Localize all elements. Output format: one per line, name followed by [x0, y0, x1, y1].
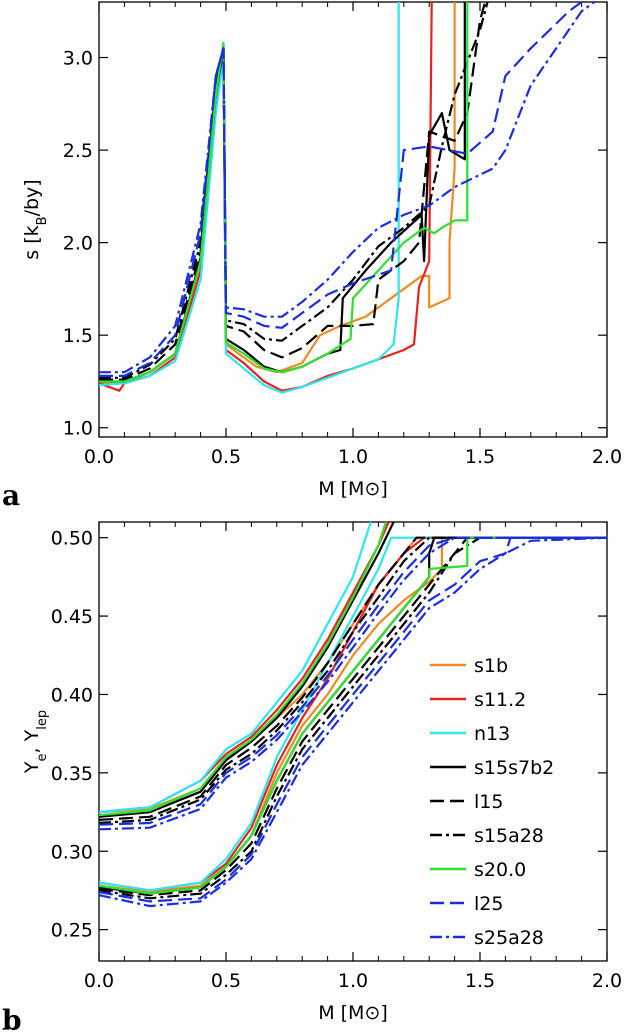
legend-label-l15: l15: [474, 791, 503, 813]
panel-b-xtick-label: 0.0: [84, 970, 114, 992]
series-line-s15s7b2: [99, 2, 466, 383]
legend-label-s25a28: s25a28: [474, 927, 544, 949]
panel-a-entropy-plot: 0.0 0.5 1.0 1.5 2.0 1.0 1.5 2.0 2.5 3.0 M [M⊙] s [k…: [21, 1, 622, 500]
panel-a-xtick-label: 1.5: [465, 446, 495, 468]
panel-b-ytick-label: 0.45: [51, 606, 93, 628]
series-ylep-l15: [99, 536, 607, 821]
series-ylep-s15a28: [99, 536, 607, 825]
panel-letter-b: b: [2, 1004, 22, 1033]
panel-b-ye-plot: 0.0 0.5 1.0 1.5 2.0 0.25 0.30 0.35 0.40 0.45 0.50 M…: [21, 521, 622, 1024]
legend-label-s20.0: s20.0: [474, 859, 526, 881]
panel-a-ytick-label: 2.5: [63, 140, 93, 162]
series-ye-s20.0: [99, 536, 607, 895]
legend-label-s15s7b2: s15s7b2: [474, 757, 554, 779]
series-ylep-s15s7b2: [99, 522, 395, 818]
panel-a-ytick-label: 1.5: [63, 325, 93, 347]
panel-a-xtick-label: 1.0: [338, 446, 368, 468]
panel-a-ytick-label: 2.0: [63, 233, 93, 255]
series-ylep-n13: [99, 522, 372, 814]
panel-b-xtick-label: 0.5: [211, 970, 241, 992]
legend-label-n13: n13: [474, 723, 510, 745]
series-ye-n13: [99, 536, 607, 892]
series-ye-s25a28: [99, 536, 607, 908]
series-line-s15a28: [99, 2, 489, 379]
panel-b-ylabel: Ye, Ylep: [21, 710, 50, 774]
panel-b-xlabel: M [M⊙]: [318, 1002, 388, 1024]
panel-a-xtick-label: 0.0: [84, 446, 114, 468]
panel-a-frame: [98, 1, 608, 438]
panel-b-ytick-label: 0.40: [51, 684, 93, 706]
series-ye-l15: [99, 536, 607, 897]
panel-b-xtick-label: 2.0: [592, 970, 622, 992]
series-line-n13: [99, 2, 400, 394]
panel-letter-a: a: [2, 479, 20, 512]
series-line-l25: [99, 2, 583, 377]
series-ylep-s25a28: [99, 536, 607, 831]
series-line-s1b: [99, 2, 456, 385]
panel-b-ytick-label: 0.35: [51, 763, 93, 785]
series-line-s11.2: [99, 2, 433, 392]
panel-a-xlabel: M [M⊙]: [318, 478, 388, 500]
legend: s1b s11.2 n13 s15s7b2 l15 s15a28 s20.0 l25 s25a2…: [430, 655, 554, 949]
panel-b-series: [99, 522, 607, 908]
series-ye-l25: [99, 536, 607, 903]
panel-a-xtick-label: 2.0: [592, 446, 622, 468]
panel-b-ytick-label: 0.50: [51, 528, 93, 550]
series-line-l15: [99, 2, 487, 381]
panel-a-series: [99, 2, 595, 394]
panel-a-ytick-label: 1.0: [63, 418, 93, 440]
panel-b-ytick-label: 0.25: [51, 920, 93, 942]
series-line-s20.0: [99, 2, 469, 383]
legend-label-l25: l25: [474, 893, 503, 915]
legend-label-s11.2: s11.2: [474, 689, 526, 711]
legend-label-s15a28: s15a28: [474, 825, 544, 847]
panel-b-ytick-label: 0.30: [51, 841, 93, 863]
panel-a-ylabel: s [kB/by]: [21, 179, 50, 259]
panel-b-xtick-label: 1.5: [465, 970, 495, 992]
legend-label-s1b: s1b: [474, 655, 508, 677]
series-line-s25a28: [99, 2, 595, 374]
series-ylep-l25: [99, 536, 607, 826]
panel-a-xtick-label: 0.5: [211, 446, 241, 468]
series-ye-s15a28: [99, 536, 607, 900]
panel-b-xtick-label: 1.0: [338, 970, 368, 992]
panel-a-ytick-label: 3.0: [63, 48, 93, 70]
series-ylep-s20.0: [99, 522, 388, 817]
